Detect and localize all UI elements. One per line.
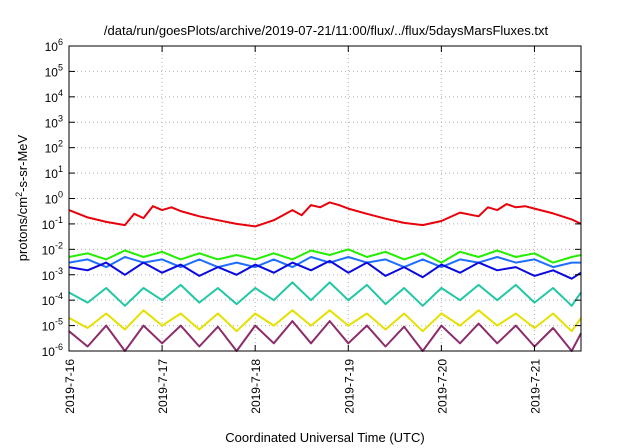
y-tick-label: 100 xyxy=(45,190,63,207)
y-tick-base: 10 xyxy=(45,91,59,105)
x-tick-label: 2019-7-19 xyxy=(342,359,356,414)
y-tick-base: 10 xyxy=(42,294,56,308)
y-tick-exponent: 6 xyxy=(58,37,63,47)
y-tick-base: 10 xyxy=(42,320,56,334)
y-tick-exponent: -5 xyxy=(55,317,63,327)
y-tick-exponent: -3 xyxy=(55,266,63,276)
series-line-5 xyxy=(68,281,582,307)
y-tick-label: 104 xyxy=(45,88,63,105)
y-tick-label: 10-2 xyxy=(42,240,63,257)
y-axis-label-main: protons/cm xyxy=(15,197,30,261)
y-tick-label: 10-5 xyxy=(42,317,63,334)
y-tick-exponent: 1 xyxy=(58,164,63,174)
chart-title: /data/run/goesPlots/archive/2019-07-21/1… xyxy=(104,23,549,38)
x-tick-label: 2019-7-18 xyxy=(249,359,263,414)
series-line-3 xyxy=(68,256,581,269)
series-line-2 xyxy=(68,248,582,264)
series-group xyxy=(68,201,582,352)
y-tick-base: 10 xyxy=(45,142,59,156)
x-tick-label: 2019-7-20 xyxy=(435,359,449,414)
y-tick-base: 10 xyxy=(42,269,56,283)
y-tick-label: 10-1 xyxy=(42,215,63,232)
series-line-7 xyxy=(68,320,582,352)
y-tick-base: 10 xyxy=(45,193,59,207)
y-tick-label: 10-4 xyxy=(42,291,63,308)
y-tick-label: 106 xyxy=(45,37,63,54)
x-tick-label: 2019-7-16 xyxy=(63,359,77,414)
y-tick-base: 10 xyxy=(42,243,56,257)
y-tick-label: 101 xyxy=(45,164,63,181)
y-axis-label-tail: -s-sr-MeV xyxy=(15,134,30,191)
y-tick-label: 10-3 xyxy=(42,266,63,283)
y-tick-base: 10 xyxy=(45,40,59,54)
y-tick-exponent: -1 xyxy=(55,215,63,225)
series-line-4 xyxy=(68,259,582,280)
series-line-6 xyxy=(68,309,582,333)
y-axis: 10-610-510-410-310-210-11001011021031041… xyxy=(42,37,581,359)
x-tick-label: 2019-7-17 xyxy=(156,359,170,414)
y-tick-base: 10 xyxy=(45,167,59,181)
y-tick-exponent: 2 xyxy=(58,139,63,149)
y-tick-exponent: 3 xyxy=(58,113,63,123)
y-tick-label: 103 xyxy=(45,113,63,130)
y-tick-exponent: -6 xyxy=(55,342,63,352)
x-tick-label: 2019-7-21 xyxy=(528,359,542,414)
grid xyxy=(69,46,581,351)
y-tick-base: 10 xyxy=(42,345,56,359)
y-tick-base: 10 xyxy=(42,218,56,232)
y-tick-label: 105 xyxy=(45,62,63,79)
y-tick-exponent: 5 xyxy=(58,62,63,72)
y-tick-exponent: 0 xyxy=(58,190,63,200)
y-tick-exponent: -2 xyxy=(55,240,63,250)
y-tick-exponent: -4 xyxy=(55,291,63,301)
y-tick-label: 102 xyxy=(45,139,63,156)
y-axis-label: protons/cm2-s-sr-MeV xyxy=(14,134,30,261)
series-line-1 xyxy=(68,201,582,228)
x-axis-label: Coordinated Universal Time (UTC) xyxy=(225,430,424,445)
x-axis: 2019-7-16 2019-7-17 2019-7-18 2019-7-19 2019… xyxy=(63,46,542,414)
y-tick-label: 10-6 xyxy=(42,342,63,359)
y-axis-label-sup: 2 xyxy=(14,192,24,197)
y-tick-base: 10 xyxy=(45,65,59,79)
y-tick-exponent: 4 xyxy=(58,88,63,98)
y-tick-base: 10 xyxy=(45,116,59,130)
